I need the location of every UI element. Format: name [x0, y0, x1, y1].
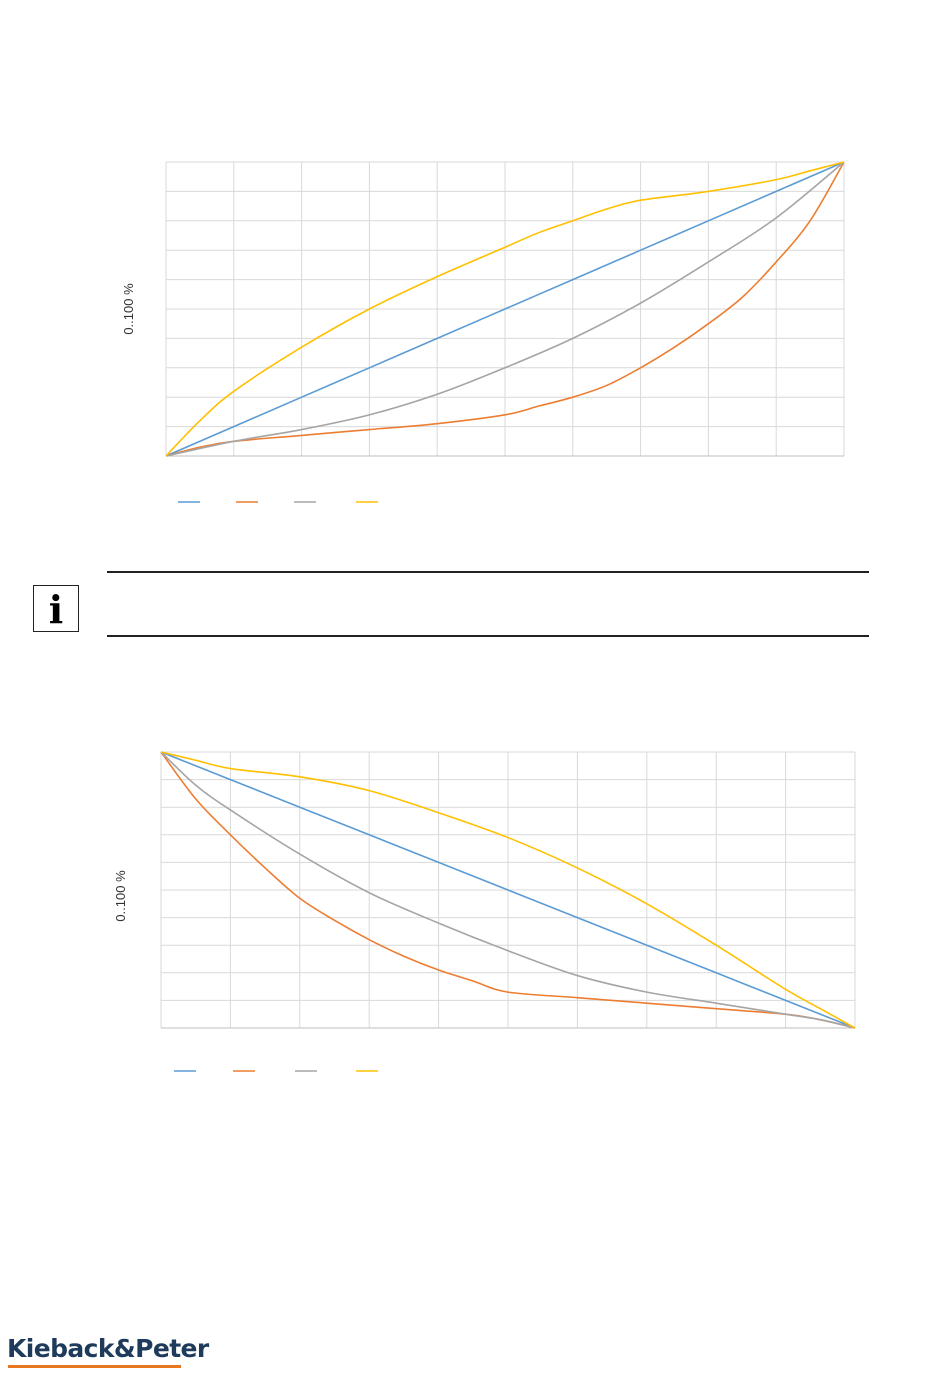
chart-bottom-series-2-line — [160, 751, 856, 1029]
chart-top-y-axis-label: 0..100 % — [121, 283, 136, 335]
chart-bottom-series-1-line — [160, 751, 856, 1029]
chart-bottom-series-4-line — [160, 751, 856, 1029]
chart-top-series-4-line — [165, 161, 845, 457]
brand-logo-underline — [8, 1365, 181, 1368]
info-note-box: i — [33, 585, 79, 632]
chart-bottom-series-3-line — [160, 751, 856, 1029]
chart-top: 0..100 % — [121, 161, 845, 503]
brand-logo: Kieback&Peter — [7, 1334, 209, 1363]
info-icon: i — [48, 586, 64, 632]
chart-top-series-3-line — [165, 161, 845, 457]
chart-bottom-grid — [160, 751, 856, 1029]
chart-bottom-y-axis-label: 0..100 % — [113, 870, 128, 922]
info-note-bottom-rule — [107, 635, 869, 637]
info-note-text — [120, 590, 860, 630]
info-note-top-rule — [107, 571, 869, 573]
chart-top-series-2-line — [165, 161, 845, 457]
chart-bottom: 0..100 % — [113, 751, 856, 1072]
chart-top-series-1-line — [165, 161, 845, 457]
